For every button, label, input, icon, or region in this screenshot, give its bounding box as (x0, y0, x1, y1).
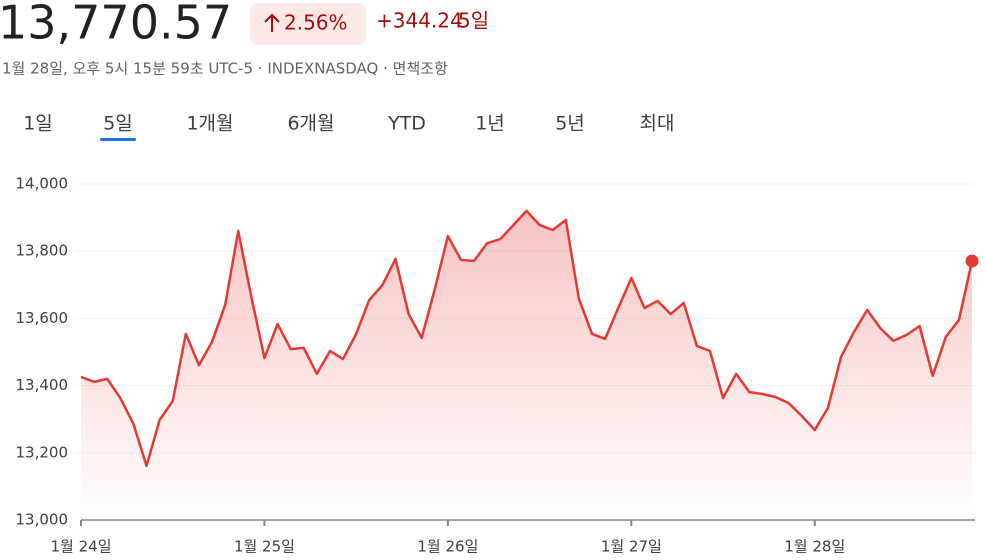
subtitle: 1월 28일, 오후 5시 15분 59초 UTC-5 · INDEXNASDA… (2, 60, 448, 78)
tab[interactable]: 1개월 (186, 113, 233, 135)
chart: 13,000 13,200 13,400 13,600 13,800 14,000 1월 2… (16, 175, 979, 556)
change-percent: 2.56% (284, 11, 348, 35)
y-tick-label: 13,200 (16, 443, 69, 461)
last-point (965, 254, 979, 268)
tab[interactable]: 5일 (103, 113, 133, 135)
x-tick-label: 1월 25일 (234, 538, 295, 556)
tab[interactable]: 6개월 (287, 113, 334, 135)
tab[interactable]: 1년 (475, 113, 505, 135)
tab-bar: 1일 5일 1개월 6개월 YTD 1년 5년 최대 (23, 113, 675, 141)
y-tick-label: 13,800 (16, 242, 69, 260)
x-tick-label: 1월 26일 (417, 538, 478, 556)
x-tick-label: 1월 24일 (51, 538, 112, 556)
period: 5일 (458, 9, 489, 33)
tab[interactable]: 1일 (23, 113, 53, 135)
price-line (80, 209, 974, 468)
change-badge (250, 3, 366, 45)
x-tick-label: 1월 28일 (784, 538, 845, 556)
y-tick-label: 13,000 (16, 511, 69, 529)
price: 13,770.57 (0, 0, 232, 50)
tab[interactable]: 최대 (640, 113, 675, 135)
change-value: +344.24 (376, 9, 463, 33)
y-tick-label: 14,000 (16, 175, 69, 193)
x-tick-label: 1월 27일 (601, 538, 662, 556)
area (81, 210, 972, 520)
y-tick-label: 13,400 (16, 376, 69, 394)
up-arrow-icon (264, 13, 280, 32)
y-tick-label: 13,600 (16, 309, 69, 327)
tab[interactable]: YTD (387, 113, 426, 135)
tab[interactable]: 5년 (555, 113, 585, 135)
active-tab-underline (100, 138, 136, 141)
